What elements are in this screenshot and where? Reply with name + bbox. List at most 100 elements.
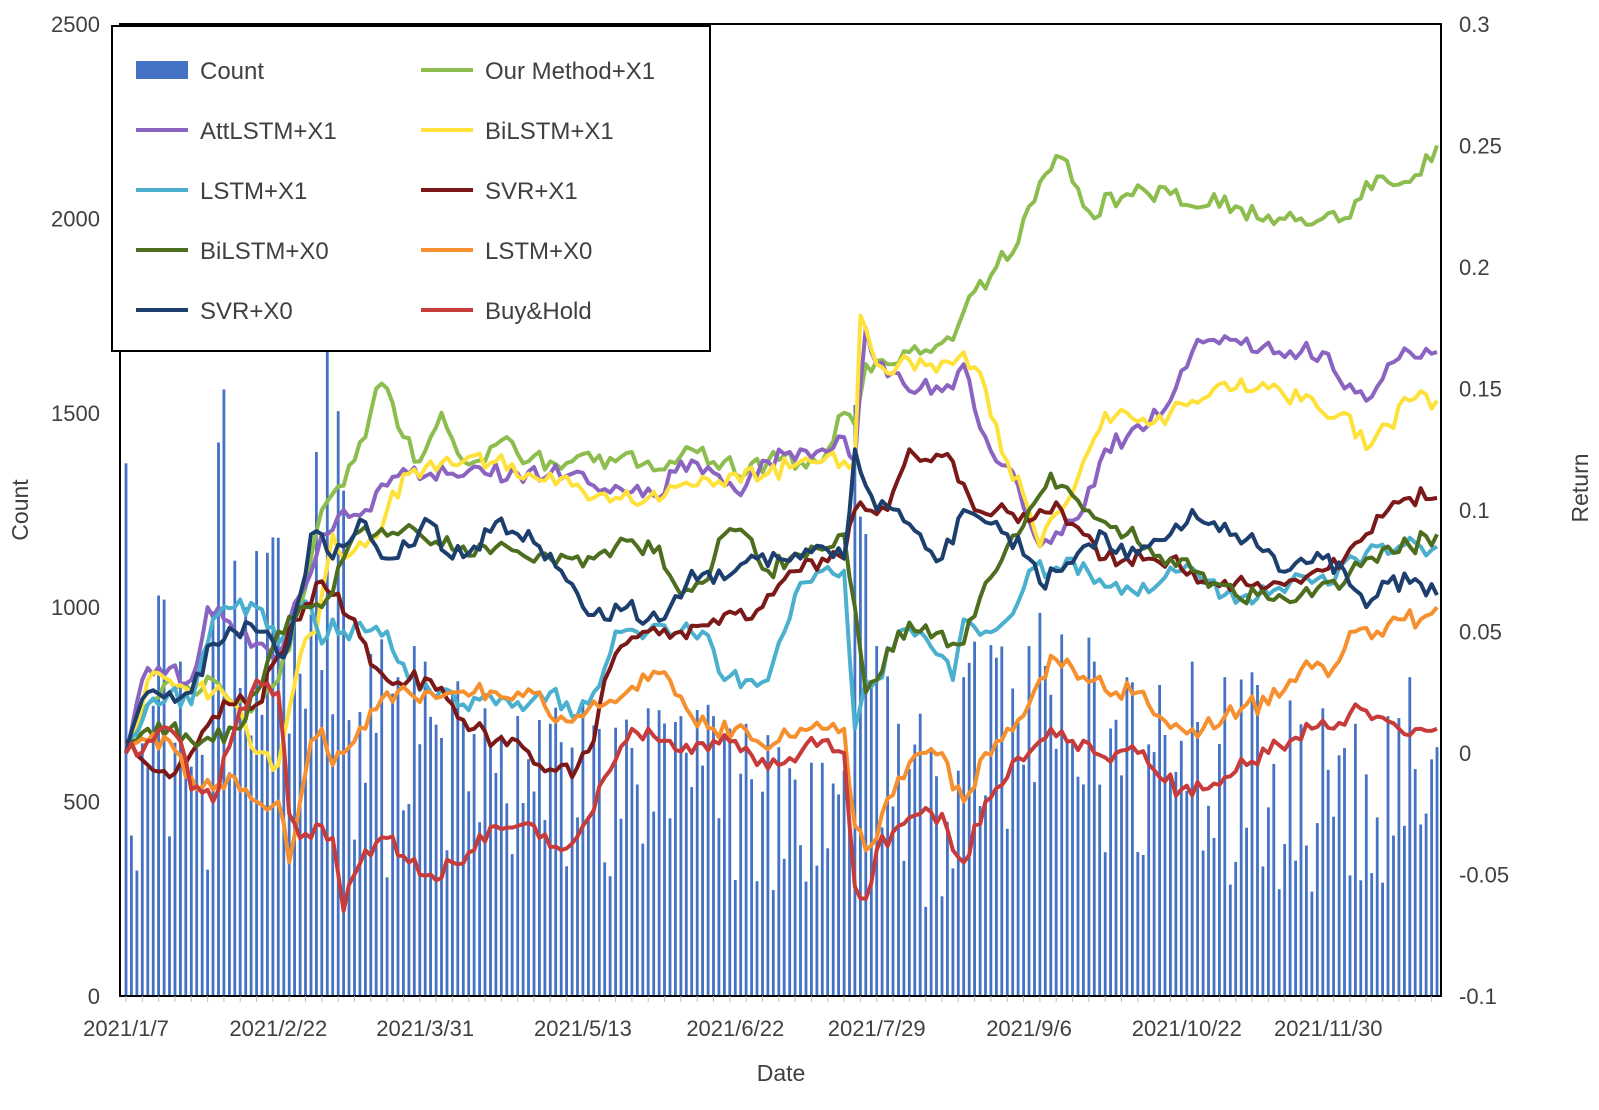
count-bar (124, 463, 128, 996)
count-bar (472, 734, 476, 996)
legend-label: SVR+X0 (200, 298, 293, 325)
count-bar (451, 692, 454, 996)
count-bar (374, 732, 378, 996)
count-bar (200, 754, 204, 996)
count-bar (548, 723, 552, 996)
legend-item-lstm-x1: LSTM+X1 (136, 178, 307, 205)
count-bar (837, 794, 840, 996)
count-bar (663, 723, 666, 996)
count-bar (423, 661, 427, 996)
count-bar (1114, 719, 1118, 996)
count-bar (929, 747, 933, 996)
count-bar (1169, 776, 1172, 996)
x-tick-label: 2021/3/31 (376, 1016, 474, 1041)
count-bar (1147, 744, 1151, 996)
count-bar (1310, 891, 1314, 996)
count-bar (260, 714, 264, 996)
count-bar (1098, 784, 1102, 996)
count-bar (1060, 634, 1064, 996)
count-bar (1288, 700, 1292, 996)
count-bar (853, 405, 857, 996)
count-bar (978, 806, 982, 996)
right-tick-label: 0 (1459, 741, 1471, 766)
count-bar (1212, 837, 1216, 996)
y-axis-left-label: Count (7, 479, 33, 541)
count-bar (195, 748, 199, 996)
count-bar (771, 890, 775, 996)
count-bar (1082, 784, 1085, 996)
count-bar (293, 615, 296, 996)
count-bar (505, 803, 509, 996)
count-bar (440, 737, 443, 996)
count-bar (369, 653, 373, 996)
count-bar (804, 881, 808, 996)
count-bar (483, 708, 487, 996)
count-bar (1337, 755, 1341, 996)
count-bar (1092, 661, 1096, 996)
x-tick-label: 2021/2/22 (229, 1016, 327, 1041)
count-bar (619, 818, 623, 996)
count-bar (1397, 718, 1401, 996)
count-bar (1141, 855, 1145, 996)
count-bar (238, 687, 242, 996)
count-bar (162, 599, 166, 996)
count-bar (157, 595, 160, 996)
right-tick-label: 0.15 (1459, 377, 1502, 402)
count-bar (1424, 813, 1428, 996)
count-bar (1343, 747, 1346, 996)
count-bar (799, 845, 802, 996)
count-bar (1016, 718, 1020, 996)
count-bar (940, 896, 944, 996)
count-bar (608, 876, 612, 996)
count-bar (935, 776, 938, 996)
count-bar (875, 646, 879, 996)
left-tick-label: 2500 (51, 12, 100, 37)
count-bar (820, 762, 824, 996)
count-bar (625, 719, 628, 996)
count-bar (1218, 744, 1221, 996)
count-bar (168, 836, 171, 996)
series-line-lstm-x1 (124, 535, 1439, 754)
count-bar (946, 821, 949, 996)
count-bar (1223, 677, 1227, 996)
count-bar (1250, 672, 1254, 996)
x-tick-label: 2021/7/29 (828, 1016, 926, 1041)
legend-item-lstm-x0: LSTM+X0 (421, 238, 592, 265)
count-bar (924, 906, 928, 996)
count-bar (967, 662, 971, 996)
count-bar (461, 720, 465, 996)
legend-swatch (136, 61, 188, 79)
count-bar (391, 693, 394, 996)
count-bar (385, 877, 389, 996)
count-bar (1359, 880, 1363, 996)
count-bar (635, 784, 639, 996)
count-bar (810, 762, 813, 996)
right-tick-label: 0.2 (1459, 255, 1490, 280)
count-bar (788, 768, 792, 996)
legend-item-bilstm-x0: BiLSTM+X0 (136, 238, 329, 265)
count-bar (684, 752, 688, 996)
count-bar (228, 772, 231, 996)
count-bar (287, 733, 291, 996)
count-bar (886, 676, 889, 996)
count-bar (859, 516, 862, 996)
count-bar (1103, 852, 1107, 996)
legend-label: Count (200, 58, 264, 85)
count-bar (1185, 790, 1189, 996)
return-lines (124, 144, 1439, 913)
count-bar (576, 817, 579, 996)
count-bar (597, 728, 601, 996)
count-bar (674, 722, 677, 996)
count-bar (1054, 748, 1058, 996)
count-bar (396, 677, 400, 996)
count-bar (325, 234, 329, 996)
count-bar (728, 728, 732, 996)
legend-item-svr-x1: SVR+X1 (421, 178, 578, 205)
count-bar (695, 710, 699, 996)
count-bar (1120, 775, 1123, 996)
count-bar (842, 770, 846, 996)
count-bar (1022, 764, 1025, 996)
count-bar (407, 804, 411, 996)
